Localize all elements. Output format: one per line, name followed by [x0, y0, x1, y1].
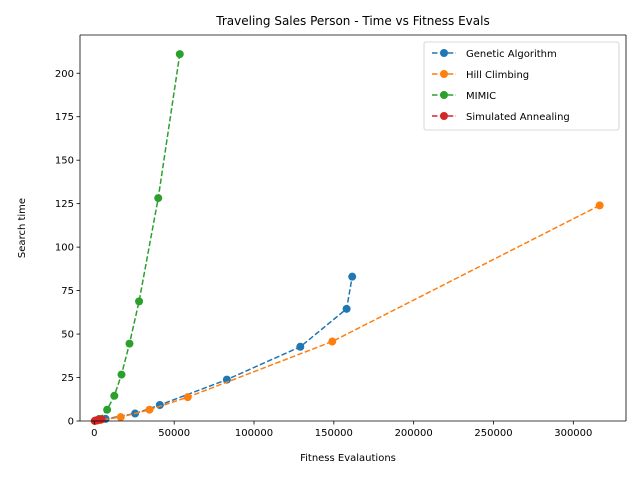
- chart-title: Traveling Sales Person - Time vs Fitness…: [215, 14, 489, 28]
- legend-label: Hill Climbing: [466, 70, 529, 81]
- data-point-mimic: [135, 297, 144, 306]
- legend-frame: [423, 41, 620, 131]
- y-axis-title: Search time: [17, 198, 28, 258]
- legend-item-simulated-annealing: Simulated Annealing: [432, 112, 570, 123]
- x-tick-label: 300000: [554, 428, 592, 439]
- y-tick-label: 200: [55, 69, 74, 80]
- data-point-hill-climbing: [183, 393, 192, 402]
- data-point-hill-climbing: [328, 337, 337, 346]
- legend-label: Simulated Annealing: [466, 112, 570, 123]
- y-tick-label: 75: [61, 286, 74, 297]
- legend-item-genetic-algorithm: Genetic Algorithm: [432, 49, 557, 60]
- legend-item-hill-climbing: Hill Climbing: [432, 70, 529, 81]
- data-point-mimic: [125, 339, 134, 348]
- y-tick-label: 50: [61, 330, 74, 341]
- data-point-genetic-algorithm: [348, 272, 357, 281]
- legend: Genetic Algorithm Hill Climbing MIMIC Simul…: [423, 41, 620, 131]
- plot-frame: [79, 34, 627, 422]
- data-point-mimic: [154, 194, 163, 203]
- x-tick-label: 0: [91, 428, 97, 439]
- y-tick-label: 175: [55, 112, 74, 123]
- data-point-mimic: [110, 391, 119, 400]
- x-tick-label: 50000: [158, 428, 190, 439]
- data-point-hill-climbing: [116, 413, 125, 422]
- x-axis-title: Fitness Evalautions: [300, 453, 396, 464]
- y-tick-label: 125: [55, 199, 74, 210]
- data-point-mimic: [175, 50, 184, 59]
- legend-marker: [440, 70, 448, 78]
- legend-item-mimic: MIMIC: [432, 91, 496, 102]
- y-tick-label: 100: [55, 243, 74, 254]
- y-axis-ticks: 0 25 50 75 100 125 150 175 200: [55, 69, 80, 428]
- data-point-genetic-algorithm: [342, 304, 351, 313]
- x-tick-label: 250000: [474, 428, 512, 439]
- data-point-genetic-algorithm: [296, 342, 305, 351]
- x-tick-label: 200000: [395, 428, 433, 439]
- x-tick-label: 150000: [315, 428, 353, 439]
- legend-marker: [440, 112, 448, 120]
- legend-marker: [440, 91, 448, 99]
- data-point-mimic: [103, 405, 112, 414]
- data-point-simulated-annealing: [97, 415, 106, 424]
- data-point-hill-climbing: [595, 201, 604, 210]
- y-tick-label: 150: [55, 156, 74, 167]
- y-tick-label: 0: [68, 417, 74, 428]
- x-tick-label: 100000: [235, 428, 273, 439]
- data-point-mimic: [117, 370, 126, 379]
- y-tick-label: 25: [61, 373, 74, 384]
- x-axis-ticks: 0 50000 100000 150000 200000 250000 300000: [91, 421, 592, 439]
- series-line-mimic: [98, 54, 181, 420]
- legend-label: Genetic Algorithm: [466, 49, 557, 60]
- data-point-hill-climbing: [145, 405, 154, 414]
- series-layer: [90, 50, 604, 425]
- legend-marker: [440, 49, 448, 57]
- legend-label: MIMIC: [466, 91, 496, 102]
